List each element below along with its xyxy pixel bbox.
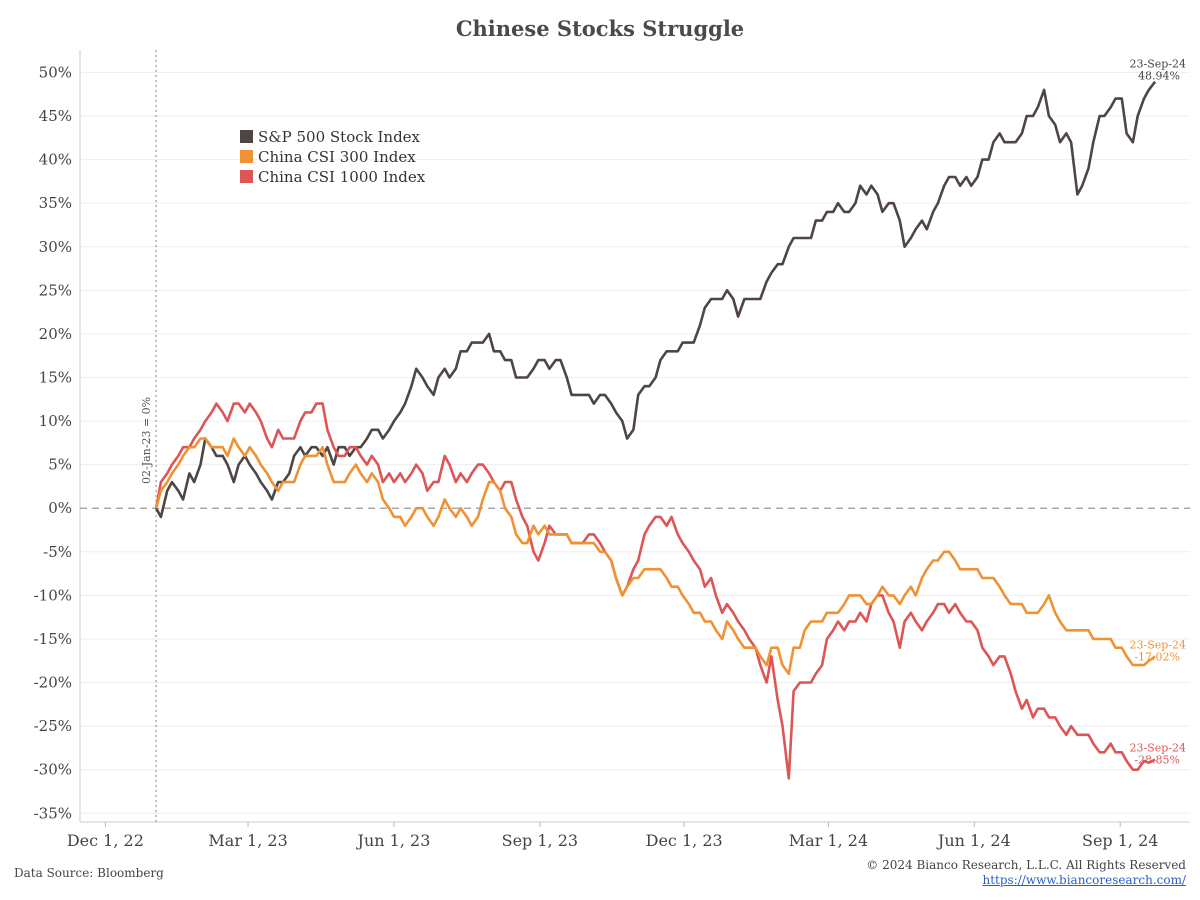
baseline-label: 02-Jan-23 = 0%	[140, 397, 153, 484]
y-tick-label: 30%	[39, 238, 72, 256]
y-tick-label: 45%	[39, 107, 72, 125]
legend-label: China CSI 1000 Index	[258, 168, 426, 186]
x-tick-label: Mar 1, 23	[208, 831, 287, 850]
y-tick-label: 5%	[48, 456, 72, 474]
y-tick-label: 0%	[48, 499, 72, 517]
y-tick-label: -25%	[34, 717, 72, 735]
reference-lines: 02-Jan-23 = 0%	[80, 50, 1190, 822]
x-axis: Dec 1, 22 Mar 1, 23 Jun 1, 23 Sep 1, 23 Dec …	[67, 822, 1158, 850]
end-labels: 23-Sep-2448.94%23-Sep-24-17.02%23-Sep-24…	[1129, 58, 1186, 767]
x-tick-label: Jun 1, 24	[936, 831, 1011, 850]
end-date-label: 23-Sep-24	[1129, 742, 1186, 755]
x-tick-label: Dec 1, 23	[646, 831, 723, 850]
grid	[79, 50, 1190, 823]
series-line-1	[154, 437, 1156, 676]
y-tick-label: -20%	[34, 674, 72, 692]
y-tick-label: -30%	[34, 761, 72, 779]
series-lines	[154, 80, 1157, 780]
legend: S&P 500 Stock Index China CSI 300 Index Ch…	[240, 128, 426, 186]
x-tick-label: Jun 1, 23	[356, 831, 431, 850]
y-tick-label: 40%	[39, 151, 72, 169]
legend-swatch	[240, 170, 253, 183]
y-tick-label: -35%	[34, 804, 72, 822]
y-tick-label: -5%	[43, 543, 72, 561]
copyright: © 2024 Bianco Research, L.L.C. All Right…	[866, 858, 1186, 872]
data-source: Data Source: Bloomberg	[14, 866, 164, 880]
series-line-0	[154, 80, 1157, 519]
chart-title: Chinese Stocks Struggle	[455, 16, 745, 41]
y-tick-label: -15%	[34, 630, 72, 648]
y-tick-label: 10%	[39, 412, 72, 430]
y-tick-label: 15%	[39, 368, 72, 386]
y-tick-label: 25%	[39, 281, 72, 299]
x-tick-label: Sep 1, 24	[1082, 831, 1158, 850]
website-link[interactable]: https://www.biancoresearch.com/	[982, 873, 1186, 887]
legend-swatch	[240, 130, 253, 143]
legend-label: China CSI 300 Index	[258, 148, 416, 166]
y-tick-label: 50%	[39, 63, 72, 81]
y-axis: 50% 45% 40% 35% 30% 25% 20% 15% 10% 5% 0% -5% -10% -1…	[34, 63, 72, 822]
x-tick-label: Sep 1, 23	[502, 831, 578, 850]
x-tick-label: Dec 1, 22	[67, 831, 144, 850]
y-tick-label: -10%	[34, 586, 72, 604]
x-tick-label: Mar 1, 24	[789, 831, 868, 850]
y-tick-label: 35%	[39, 194, 72, 212]
end-value-label: -17.02%	[1134, 651, 1180, 664]
legend-label: S&P 500 Stock Index	[258, 128, 421, 146]
y-tick-label: 20%	[39, 325, 72, 343]
series-line-2	[154, 402, 1156, 780]
end-value-label: 48.94%	[1138, 70, 1180, 83]
legend-swatch	[240, 150, 253, 163]
end-date-label: 23-Sep-24	[1129, 58, 1186, 71]
end-date-label: 23-Sep-24	[1129, 639, 1186, 652]
end-value-label: -28.85%	[1134, 754, 1180, 767]
